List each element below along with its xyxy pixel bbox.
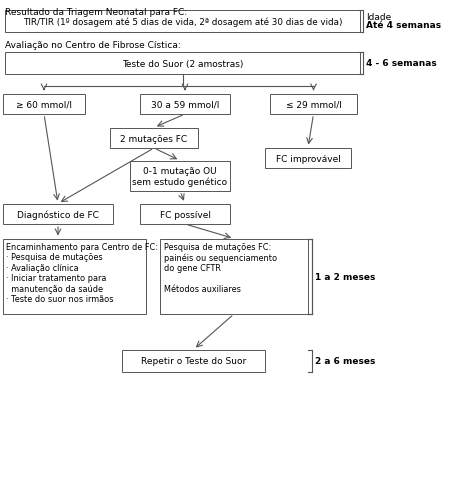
FancyBboxPatch shape [160, 240, 308, 314]
FancyBboxPatch shape [265, 149, 351, 168]
Text: 4 - 6 semanas: 4 - 6 semanas [366, 60, 437, 68]
Text: ≥ 60 mmol/l: ≥ 60 mmol/l [16, 100, 72, 109]
FancyBboxPatch shape [140, 95, 230, 115]
Text: Resultado da Triagem Neonatal para FC:: Resultado da Triagem Neonatal para FC: [5, 8, 187, 17]
Text: Teste do Suor (2 amostras): Teste do Suor (2 amostras) [122, 60, 243, 68]
FancyBboxPatch shape [140, 205, 230, 225]
FancyBboxPatch shape [3, 205, 113, 225]
FancyBboxPatch shape [122, 350, 265, 372]
Text: Idade: Idade [366, 13, 391, 21]
Text: Pesquisa de mutações FC:
painéis ou sequenciamento
do gene CFTR

Métodos auxilia: Pesquisa de mutações FC: painéis ou sequ… [164, 242, 277, 294]
FancyBboxPatch shape [3, 95, 85, 115]
FancyBboxPatch shape [3, 240, 146, 314]
Text: Até 4 semanas: Até 4 semanas [366, 21, 441, 30]
Text: TIR/TIR (1º dosagem até 5 dias de vida, 2ª dosagem até 30 dias de vida): TIR/TIR (1º dosagem até 5 dias de vida, … [23, 17, 342, 27]
Text: Encaminhamento para Centro de FC:
· Pesquisa de mutações
· Avaliação clínica
· I: Encaminhamento para Centro de FC: · Pesq… [6, 242, 158, 303]
FancyBboxPatch shape [5, 53, 360, 75]
Text: Diagnóstico de FC: Diagnóstico de FC [17, 210, 99, 219]
Text: ≤ 29 mmol/l: ≤ 29 mmol/l [286, 100, 341, 109]
Text: FC possível: FC possível [159, 210, 210, 219]
Text: 2 mutações FC: 2 mutações FC [120, 134, 188, 143]
Text: 1 a 2 meses: 1 a 2 meses [315, 272, 376, 281]
FancyBboxPatch shape [130, 162, 230, 192]
Text: Repetir o Teste do Suor: Repetir o Teste do Suor [141, 357, 246, 366]
FancyBboxPatch shape [5, 11, 360, 33]
Text: 0-1 mutação OU
sem estudo genético: 0-1 mutação OU sem estudo genético [132, 166, 228, 187]
FancyBboxPatch shape [270, 95, 357, 115]
Text: 2 a 6 meses: 2 a 6 meses [315, 357, 376, 366]
Text: Avaliação no Centro de Fibrose Cística:: Avaliação no Centro de Fibrose Cística: [5, 41, 181, 50]
Text: FC improvável: FC improvável [276, 154, 340, 163]
Text: 30 a 59 mmol/l: 30 a 59 mmol/l [151, 100, 219, 109]
FancyBboxPatch shape [110, 129, 198, 149]
